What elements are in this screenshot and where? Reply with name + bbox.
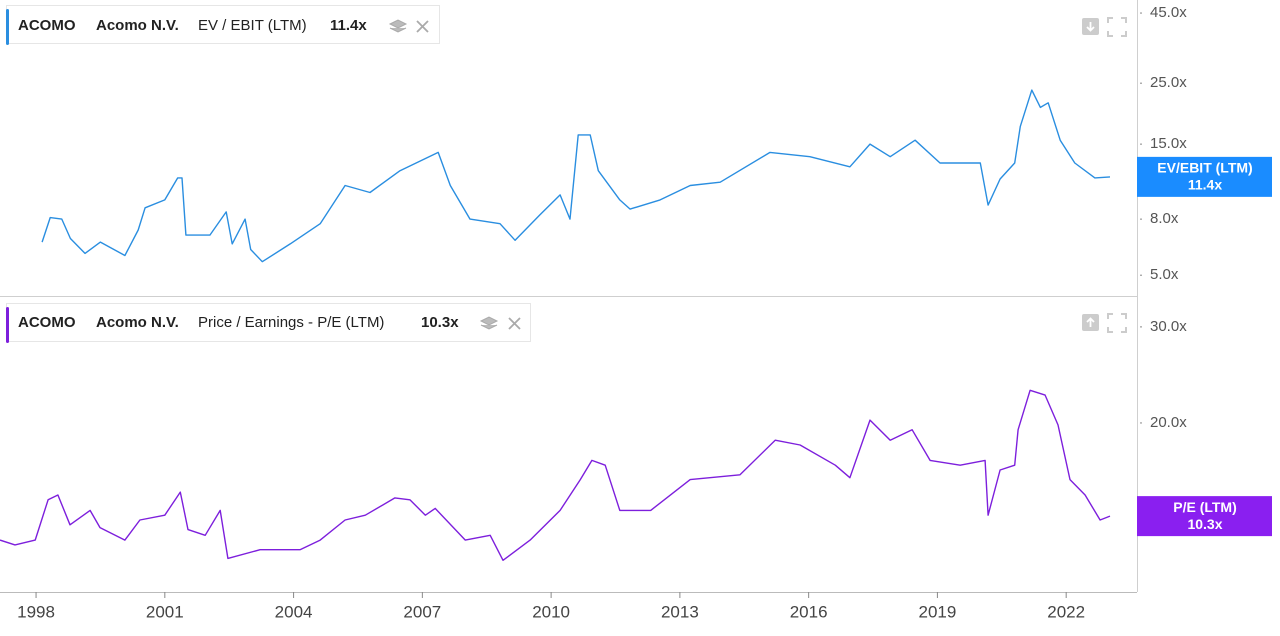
ticker: ACOMO [18, 17, 76, 34]
y-tick-label: 8.0x [1150, 210, 1179, 227]
line-series [0, 389, 1111, 561]
y-tick-label: 20.0x [1150, 414, 1187, 431]
legend-box[interactable]: ACOMO Acomo N.V. EV / EBIT (LTM) 11.4x [6, 5, 440, 46]
line-series [41, 89, 1111, 263]
metric: EV / EBIT (LTM) [198, 17, 307, 34]
y-tick-label: 5.0x [1150, 266, 1179, 283]
x-tick-label: 2019 [918, 602, 956, 621]
y-tick-label: 15.0x [1150, 135, 1187, 152]
download-arrow [1086, 22, 1095, 32]
current-value: 11.4x [330, 17, 367, 34]
y-tick-label: 45.0x [1150, 4, 1187, 21]
x-tick-label: 2004 [275, 602, 313, 621]
value-tag-name: P/E (LTM) [1173, 499, 1237, 515]
current-value: 10.3x [421, 314, 459, 331]
stack-icon[interactable] [479, 316, 499, 330]
x-tick-label: 2007 [403, 602, 441, 621]
plot-area [0, 89, 1111, 561]
legend-box[interactable]: ACOMO Acomo N.V. Price / Earnings - P/E … [6, 303, 531, 344]
x-tick-label: 2013 [661, 602, 699, 621]
expand-icon[interactable] [1107, 313, 1127, 333]
y-tick-label: 30.0x [1150, 318, 1187, 335]
x-tick-label: 2022 [1047, 602, 1085, 621]
legend-color-bar [6, 307, 9, 343]
x-tick-label: 2016 [790, 602, 828, 621]
value-tag-value: 10.3x [1187, 516, 1222, 532]
close-icon[interactable] [508, 317, 521, 330]
value-tag [1137, 496, 1272, 537]
x-tick-label: 1998 [17, 602, 55, 621]
ticker: ACOMO [18, 314, 76, 331]
close-icon[interactable] [416, 20, 429, 33]
stack-icon[interactable] [388, 19, 408, 33]
upload-arrow [1086, 317, 1095, 327]
legend-bg [6, 5, 440, 44]
company: Acomo N.V. [96, 314, 179, 331]
x-tick-label: 2001 [146, 602, 184, 621]
legend-color-bar [6, 9, 9, 45]
metric: Price / Earnings - P/E (LTM) [198, 314, 384, 331]
y-tick-label: 25.0x [1150, 74, 1187, 91]
value-tag [1137, 156, 1272, 197]
company: Acomo N.V. [96, 17, 179, 34]
panel-tools[interactable] [1082, 17, 1127, 333]
expand-icon[interactable] [1107, 17, 1127, 37]
value-tag-name: EV/EBIT (LTM) [1157, 160, 1252, 176]
value-tag-value: 11.4x [1188, 177, 1222, 193]
x-tick-label: 2010 [532, 602, 570, 621]
